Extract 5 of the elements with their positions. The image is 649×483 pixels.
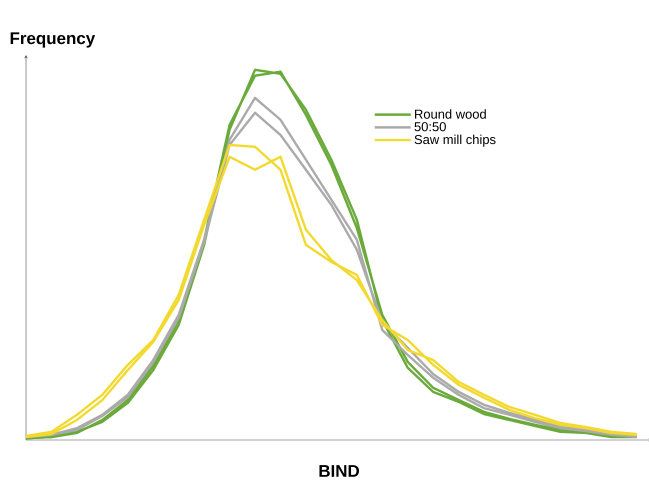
y-axis-title: Frequency xyxy=(10,32,96,48)
legend-label: Saw mill chips xyxy=(414,134,496,147)
x-axis-title: BIND xyxy=(319,465,359,477)
legend-label: Round wood xyxy=(415,109,486,119)
legend-label: 50:50 xyxy=(414,122,446,132)
